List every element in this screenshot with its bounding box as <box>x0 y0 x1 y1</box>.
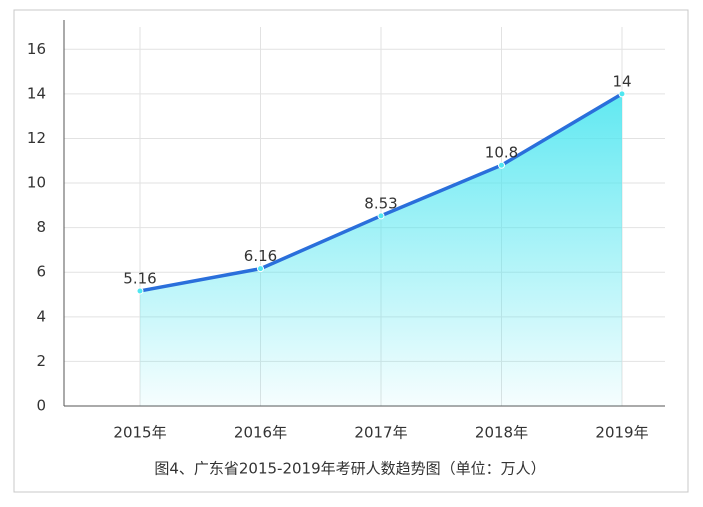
data-label: 6.16 <box>244 247 277 265</box>
data-label: 5.16 <box>123 269 156 287</box>
y-tick-label: 8 <box>36 218 46 236</box>
point <box>257 265 264 273</box>
y-tick-label: 10 <box>27 174 46 192</box>
y-tick-label: 12 <box>27 129 46 147</box>
data-label: 10.8 <box>485 144 518 162</box>
frame <box>13 9 689 493</box>
x-tick-label: 2017年 <box>354 424 407 442</box>
point <box>136 287 144 295</box>
x-tick-label: 2015年 <box>113 424 166 442</box>
data-label: 14 <box>612 72 631 90</box>
y-tick-label: 6 <box>36 263 46 281</box>
point <box>498 161 505 169</box>
x-tick-label: 2019年 <box>595 424 648 442</box>
y-tick-label: 14 <box>27 84 46 102</box>
x-tick-label: 2018年 <box>475 424 528 442</box>
point <box>377 212 385 220</box>
chart-title: 图4、广东省2015-2019年考研人数趋势图（单位：万人） <box>154 460 545 478</box>
point <box>618 90 626 98</box>
y-tick-label: 16 <box>27 40 46 58</box>
data-label: 8.53 <box>364 194 397 212</box>
area-fill <box>140 93 622 406</box>
y-tick-label: 2 <box>36 352 46 370</box>
y-tick-label: 0 <box>36 397 46 415</box>
y-tick-label: 4 <box>36 307 46 325</box>
x-tick-label: 2016年 <box>234 424 287 442</box>
